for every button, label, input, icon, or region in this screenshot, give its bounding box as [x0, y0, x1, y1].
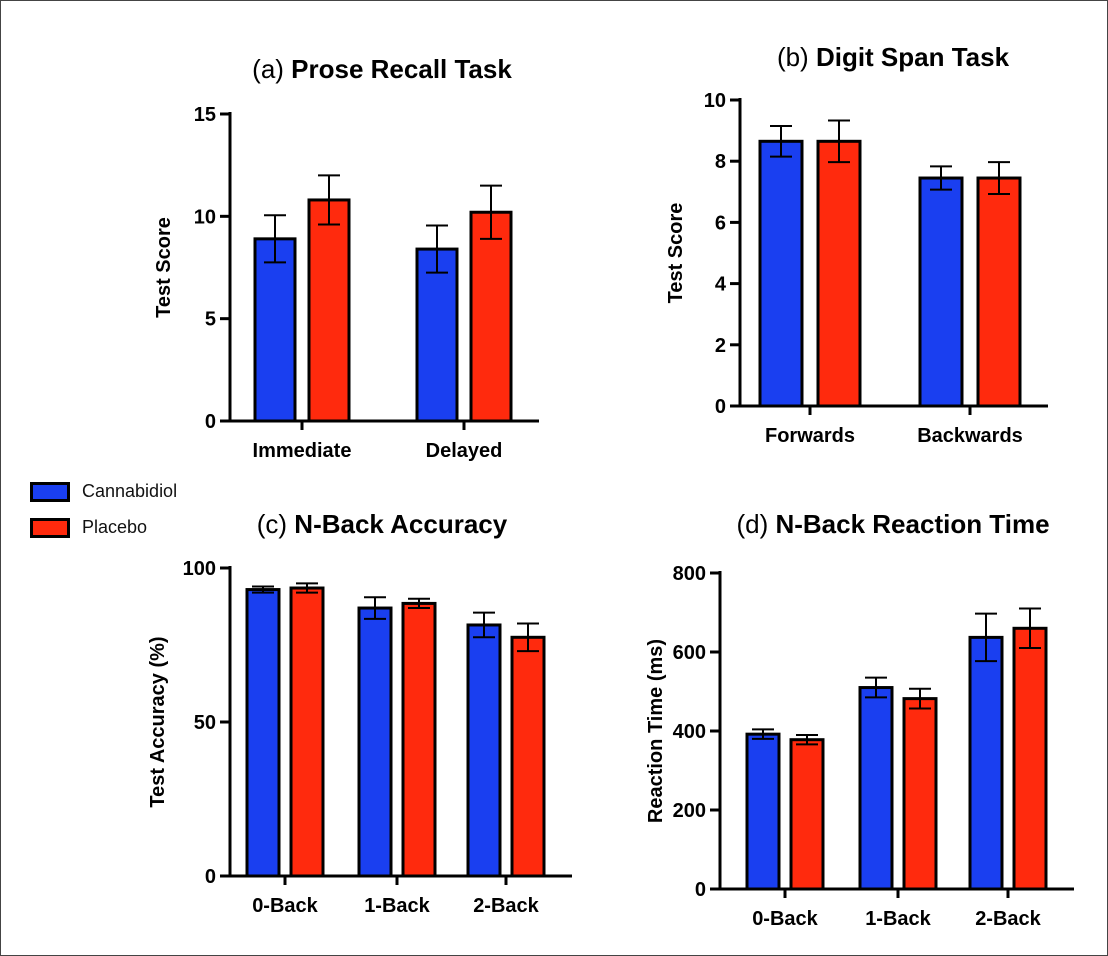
x-tick-label-d-0: 0-Back	[752, 908, 818, 930]
bar-b-placebo-1	[976, 176, 1022, 408]
x-tick-label-a-1: Delayed	[426, 440, 503, 462]
y-tick-label-b-2: 4	[715, 274, 727, 296]
bar-c-placebo-1	[401, 601, 437, 878]
y-tick-label-d-4: 800	[673, 563, 706, 585]
chart-title-b: (b) Digit Span Task	[777, 42, 1010, 72]
bar-c-placebo-0	[289, 586, 325, 878]
y-axis-label-d: Reaction Time (ms)	[645, 639, 667, 823]
y-tick-label-b-0: 0	[715, 396, 726, 418]
y-axis-label-a: Test Score	[153, 217, 175, 318]
legend-label-placebo: Placebo	[82, 517, 148, 537]
chart-title-d: (d) N-Back Reaction Time	[736, 509, 1049, 539]
bar-c-placebo-2	[510, 635, 546, 878]
x-tick-label-d-1: 1-Back	[865, 908, 931, 930]
legend-swatch-cannabidiol	[30, 481, 70, 502]
x-tick-label-c-0: 0-Back	[252, 895, 318, 917]
bar-d-placebo-1	[902, 697, 938, 891]
y-tick-label-a-2: 10	[194, 206, 216, 228]
y-tick-label-d-3: 600	[673, 642, 706, 664]
y-tick-label-b-4: 8	[715, 151, 726, 173]
bar-a-placebo-1	[469, 210, 513, 423]
y-axis-label-c: Test Accuracy (%)	[147, 636, 169, 807]
legend-label-cannabidiol: Cannabidiol	[82, 481, 178, 501]
chart-title-prefix-b: (b)	[777, 42, 816, 72]
bar-d-cannabidiol-0	[745, 732, 781, 891]
chart-title-prefix-d: (d)	[736, 509, 775, 539]
chart-title-prefix-a: (a)	[252, 54, 291, 84]
bar-d-placebo-2	[1012, 626, 1048, 891]
bar-d-cannabidiol-2	[968, 635, 1004, 891]
y-tick-label-c-1: 50	[194, 712, 216, 734]
bar-c-cannabidiol-1	[357, 606, 393, 878]
bar-a-placebo-0	[307, 198, 351, 423]
bar-d-placebo-0	[789, 738, 825, 891]
chart-title-text-a: Prose Recall Task	[291, 54, 512, 84]
y-tick-label-b-1: 2	[715, 335, 726, 357]
chart-title-prefix-c: (c)	[257, 509, 295, 539]
x-tick-label-c-2: 2-Back	[473, 895, 539, 917]
y-tick-label-c-0: 0	[205, 866, 216, 888]
legend-swatch-placebo	[30, 517, 70, 538]
y-tick-label-c-2: 100	[183, 558, 216, 580]
y-tick-label-a-0: 0	[205, 411, 216, 433]
y-tick-label-b-5: 10	[704, 90, 726, 112]
legend-item-cannabidiol: Cannabidiol	[30, 481, 177, 502]
bar-a-cannabidiol-1	[415, 247, 459, 423]
y-tick-label-a-3: 15	[194, 104, 216, 126]
bar-d-cannabidiol-1	[858, 686, 894, 891]
y-tick-label-d-2: 400	[673, 721, 706, 743]
legend-item-placebo: Placebo	[30, 517, 147, 538]
y-axis-label-b: Test Score	[665, 203, 687, 304]
chart-title-text-d: N-Back Reaction Time	[775, 509, 1049, 539]
x-tick-label-b-1: Backwards	[917, 425, 1023, 447]
x-tick-label-b-0: Forwards	[765, 425, 855, 447]
chart-title-a: (a) Prose Recall Task	[252, 54, 512, 84]
y-tick-label-d-0: 0	[695, 879, 706, 901]
y-tick-label-d-1: 200	[673, 800, 706, 822]
x-tick-label-d-2: 2-Back	[975, 908, 1041, 930]
y-tick-label-b-3: 6	[715, 212, 726, 234]
x-tick-label-c-1: 1-Back	[364, 895, 430, 917]
bar-c-cannabidiol-0	[245, 588, 281, 878]
chart-title-c: (c) N-Back Accuracy	[257, 509, 508, 539]
x-tick-label-a-0: Immediate	[253, 440, 352, 462]
y-tick-label-a-1: 5	[205, 309, 216, 331]
bar-b-cannabidiol-1	[918, 176, 964, 408]
bar-a-cannabidiol-0	[253, 237, 297, 423]
bar-b-cannabidiol-0	[758, 139, 804, 408]
chart-title-text-c: N-Back Accuracy	[294, 509, 507, 539]
chart-title-text-b: Digit Span Task	[816, 42, 1010, 72]
bar-c-cannabidiol-2	[466, 623, 502, 878]
bar-b-placebo-0	[816, 139, 862, 408]
